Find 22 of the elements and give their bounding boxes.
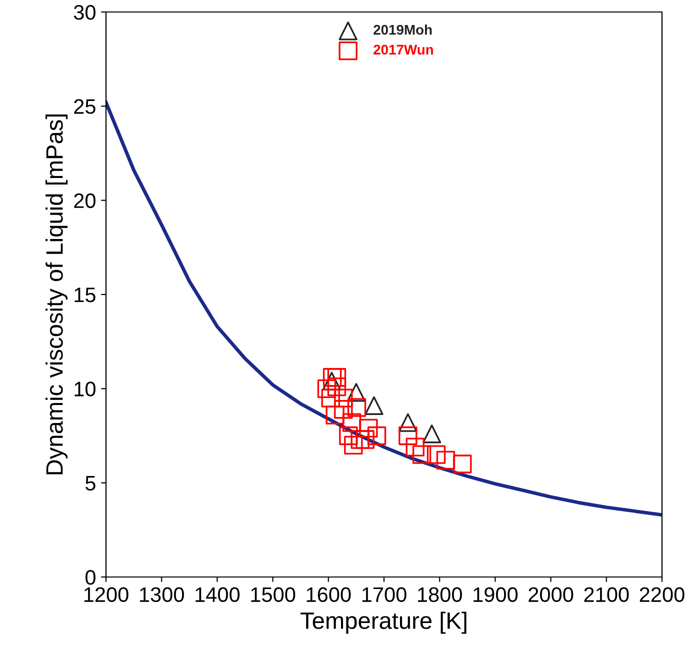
x-tick-label: 2100 xyxy=(584,587,629,602)
x-tick-label: 1300 xyxy=(140,587,184,602)
legend-label: 2019Moh xyxy=(374,24,432,35)
x-tick-label: 1700 xyxy=(362,587,406,602)
x-axis-title: Temperature [K] xyxy=(300,612,466,634)
x-tick-label: 1400 xyxy=(196,587,240,602)
x-tick-label: 1600 xyxy=(306,587,351,602)
y-tick-label: 0 xyxy=(86,570,96,585)
x-tick-label: 1800 xyxy=(418,587,462,602)
y-tick-label: 30 xyxy=(74,5,96,20)
x-tick-label: 1200 xyxy=(84,587,128,602)
y-tick-label: 20 xyxy=(74,193,96,208)
y-tick-label: 15 xyxy=(74,288,96,302)
x-tick-label: 1500 xyxy=(251,587,296,602)
y-tick-label: 25 xyxy=(74,99,96,114)
y-tick-label: 5 xyxy=(86,476,96,491)
y-axis-title: Dynamic viscosity of Liquid [mPas] xyxy=(46,114,68,474)
y-tick-label: 10 xyxy=(74,382,96,396)
x-tick-label: 1900 xyxy=(474,587,518,602)
x-tick-label: 2200 xyxy=(640,587,684,602)
legend-label: 2017Wun xyxy=(374,44,433,55)
x-tick-label: 2000 xyxy=(528,587,574,602)
